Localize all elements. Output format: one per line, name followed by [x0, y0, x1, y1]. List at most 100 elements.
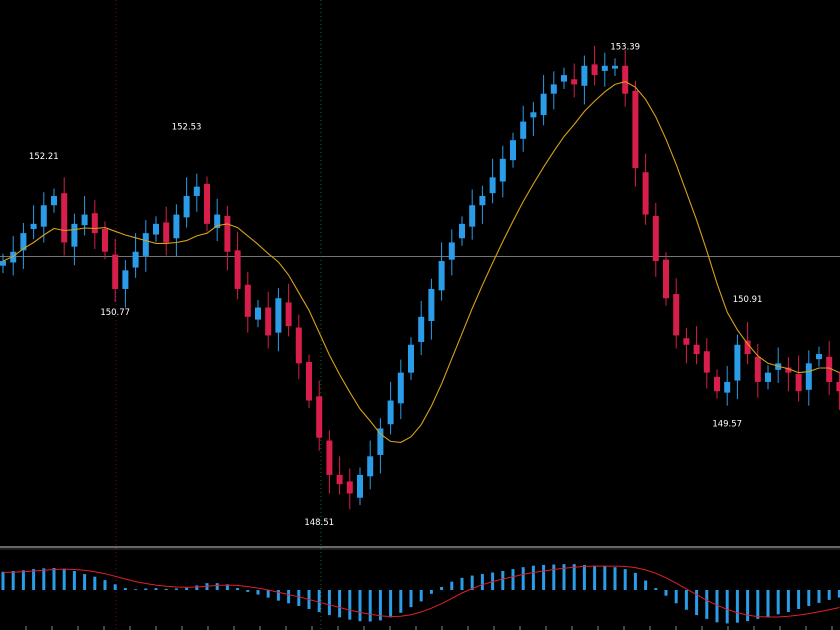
candle-body — [785, 367, 792, 373]
candle-body — [0, 261, 6, 266]
indicator-bar — [552, 564, 556, 590]
indicator-bar — [103, 580, 107, 590]
candle-body — [408, 344, 414, 373]
indicator-bar — [480, 574, 484, 590]
indicator-bar — [174, 588, 178, 590]
candle-body — [499, 158, 506, 182]
indicator-bar — [42, 568, 46, 590]
candle-body — [122, 270, 129, 289]
indicator-bar — [460, 577, 464, 590]
candle-body — [387, 400, 394, 425]
indicator-bar — [409, 590, 413, 608]
indicator-bar — [123, 588, 127, 590]
candle-body — [591, 64, 598, 76]
indicator-bar — [603, 566, 607, 590]
indicator-bar — [797, 590, 801, 609]
candle-body — [550, 84, 557, 94]
price-annotation: 152.21 — [29, 152, 59, 162]
candle-body — [183, 195, 190, 218]
candle-body — [459, 223, 465, 239]
candle-body — [561, 75, 567, 82]
candle-body — [540, 93, 547, 116]
candle-body — [61, 193, 68, 243]
indicator-bar — [786, 590, 790, 613]
candle-body — [265, 307, 272, 336]
candle-body — [51, 195, 57, 206]
indicator-bar — [542, 564, 546, 590]
candle-body — [622, 65, 629, 94]
candle-body — [81, 214, 88, 226]
candle-body — [418, 316, 425, 342]
indicator-bar — [246, 590, 250, 592]
moving-average — [2, 81, 840, 443]
indicator-bar — [276, 590, 280, 601]
candle-body — [357, 474, 363, 498]
candle-body — [102, 228, 108, 252]
candle-body — [173, 214, 180, 239]
indicator-bar — [317, 590, 321, 613]
indicator-bar — [297, 590, 301, 606]
indicator-bar — [695, 590, 699, 616]
indicator-bar — [633, 572, 637, 590]
indicator-bar — [429, 590, 433, 594]
indicator-bar — [144, 588, 148, 590]
indicator-bar — [593, 565, 597, 590]
candle-body — [826, 356, 833, 382]
indicator-bar — [83, 574, 87, 590]
candle-body — [703, 351, 710, 373]
candle-body — [795, 374, 802, 392]
indicator-bar — [327, 590, 331, 616]
candle-body — [510, 140, 516, 161]
indicator-bar — [807, 590, 811, 606]
candle-body — [530, 112, 537, 118]
candle-body — [397, 372, 404, 404]
indicator-bar — [134, 589, 138, 591]
indicator-bar — [72, 571, 76, 590]
indicator-bar — [338, 590, 342, 618]
indicator-bar — [501, 571, 505, 590]
candle-body — [714, 376, 720, 392]
candle-body — [816, 354, 822, 360]
indicator-bar — [287, 590, 291, 604]
indicator-bar — [746, 590, 750, 622]
candle-body — [255, 307, 261, 320]
candle-body — [805, 363, 812, 390]
candle-body — [520, 121, 527, 139]
indicator-bar — [725, 590, 729, 624]
candle-body — [40, 205, 47, 227]
candle-body — [346, 481, 353, 494]
candles — [0, 45, 840, 510]
indicator-bar — [1, 571, 5, 590]
candle-body — [142, 233, 149, 256]
indicator-bar — [419, 590, 423, 602]
candle-body — [153, 223, 159, 235]
candle-body — [469, 205, 476, 227]
indicator-bar — [93, 576, 97, 590]
indicator-bar — [623, 569, 627, 590]
indicator-bar — [684, 590, 688, 610]
price-annotation: 152.53 — [172, 122, 202, 132]
indicator-bar — [195, 585, 199, 590]
indicator-bar — [837, 590, 840, 598]
price-annotation: 149.57 — [712, 420, 742, 430]
candle-body — [479, 195, 486, 206]
indicator-bar — [21, 570, 25, 590]
indicator-bar — [32, 569, 36, 590]
indicator-bar — [450, 581, 454, 590]
indicator-bar — [470, 575, 474, 590]
candle-body — [214, 214, 221, 229]
candle-body — [30, 223, 37, 229]
candle-body — [683, 338, 690, 345]
candle-body — [724, 381, 731, 393]
indicator-panel — [1, 564, 840, 630]
candle-body — [652, 215, 659, 262]
candle-body — [10, 251, 17, 263]
candle-body — [367, 456, 374, 477]
indicator-bar — [154, 588, 158, 590]
indicator-bar — [572, 564, 576, 590]
indicator-bar — [521, 567, 525, 590]
indicator-bar — [715, 590, 719, 623]
indicator-bar — [236, 588, 240, 590]
